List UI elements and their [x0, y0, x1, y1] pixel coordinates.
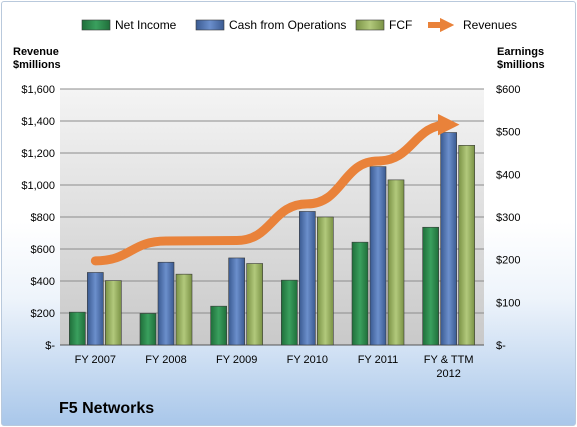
left-tick-label: $1,000 [21, 180, 55, 192]
bar-fcf [387, 179, 405, 346]
left-tick-label: $- [45, 340, 55, 352]
legend-label-revenues: Revenues [463, 18, 517, 32]
x-tick-label: FY 2008 [145, 354, 186, 366]
right-axis-ticks: $- $100 $200 $300 $400 $500 $600 [496, 84, 520, 352]
x-tick-label: FY 2011 [358, 354, 399, 366]
legend-label-net-income: Net Income [115, 18, 177, 32]
x-tick-label: FY 2007 [75, 354, 116, 366]
bar-cash-from-operations [157, 261, 175, 346]
bar-fcf [246, 263, 263, 346]
right-tick-label: $200 [496, 255, 520, 267]
right-tick-label: $500 [496, 127, 520, 139]
left-tick-label: $800 [31, 212, 55, 224]
bars [69, 132, 475, 346]
bar-net-income [210, 305, 227, 346]
bar-net-income [351, 241, 369, 346]
legend: Net Income Cash from Operations FCF Revenue… [81, 17, 517, 33]
bar-cash-from-operations [369, 166, 387, 346]
right-tick-label: $600 [496, 84, 520, 96]
left-axis-title: Revenue $millions [13, 46, 61, 72]
x-tick-label: FY 2010 [287, 354, 328, 366]
legend-label-cash-from-operations: Cash from Operations [229, 18, 346, 32]
right-tick-label: $300 [496, 212, 520, 224]
left-tick-label: $1,200 [21, 148, 55, 160]
grid-lines [60, 88, 484, 346]
left-tick-label: $400 [31, 276, 55, 288]
bar-net-income [139, 313, 157, 346]
bar-cash-from-operations [440, 132, 457, 346]
bar-net-income [422, 226, 439, 346]
x-axis-ticks: FY 2007 FY 2008 FY 2009 FY 2010 FY 2011 FY & … [75, 354, 474, 380]
chart-title: F5 Networks [59, 400, 155, 417]
bar-net-income [281, 279, 298, 346]
bar-cash-from-operations [299, 211, 316, 346]
bar-fcf [458, 145, 475, 346]
left-tick-label: $1,400 [21, 116, 55, 128]
bar-fcf [317, 216, 334, 346]
right-axis-title-line2: $millions [497, 59, 545, 71]
bar-fcf [175, 273, 193, 346]
bar-fcf [105, 280, 122, 346]
left-axis-title-line1: Revenue [13, 46, 59, 58]
right-tick-label: $400 [496, 169, 520, 181]
bar-cash-from-operations [228, 257, 245, 346]
right-tick-label: $100 [496, 297, 520, 309]
legend-swatch-cash-from-operations [195, 19, 225, 31]
right-tick-label: $- [496, 340, 506, 352]
legend-swatch-fcf [355, 19, 385, 31]
x-tick-label: FY 2009 [216, 354, 257, 366]
revenues-arrow [90, 113, 460, 266]
left-tick-label: $600 [31, 244, 55, 256]
left-tick-label: $200 [31, 308, 55, 320]
x-tick-label: FY & TTM 2012 [424, 354, 474, 380]
bar-cash-from-operations [87, 272, 104, 346]
left-axis-ticks: $- $200 $400 $600 $800 $1,000 $1,200 $1,400 $1,6… [21, 84, 55, 352]
legend-label-fcf: FCF [389, 18, 412, 32]
right-axis-title-line1: Earnings [497, 46, 545, 58]
bar-net-income [69, 311, 86, 346]
revenues-line [90, 113, 460, 266]
right-axis-title: Earnings $millions [497, 46, 545, 72]
left-tick-label: $1,600 [21, 84, 55, 96]
left-axis-title-line2: $millions [13, 59, 61, 71]
legend-swatch-net-income [81, 19, 111, 31]
